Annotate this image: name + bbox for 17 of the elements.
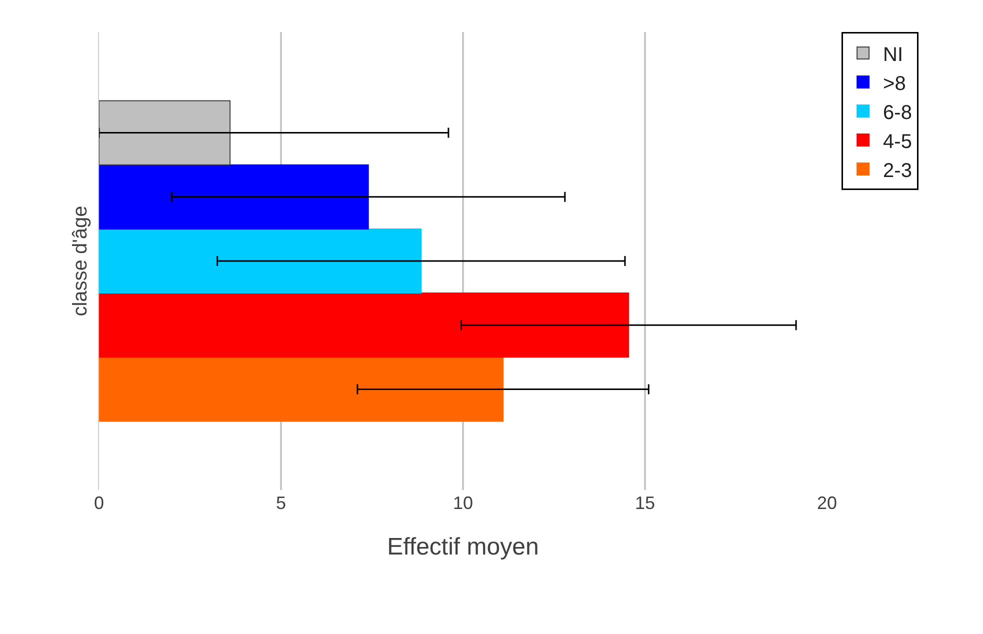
x-tick-label: 5 — [276, 493, 286, 513]
x-tick-label: 0 — [94, 493, 104, 513]
x-tick-label: 10 — [452, 493, 474, 513]
legend-label: 4-5 — [883, 130, 912, 153]
legend-label: 6-8 — [883, 102, 912, 124]
bar — [99, 164, 369, 230]
legend-label: NI — [883, 44, 904, 66]
bar — [99, 292, 630, 358]
x-tick-label: 20 — [816, 493, 838, 513]
legend-label: 2-3 — [883, 160, 912, 182]
bar — [99, 228, 422, 294]
bar — [99, 356, 504, 422]
x-axis-title: Effectif moyen — [387, 533, 539, 560]
bar — [99, 100, 231, 166]
y-axis-title: classe d'âge — [70, 206, 92, 316]
x-tick-label: 15 — [634, 493, 656, 513]
legend-label: >8 — [883, 72, 906, 95]
